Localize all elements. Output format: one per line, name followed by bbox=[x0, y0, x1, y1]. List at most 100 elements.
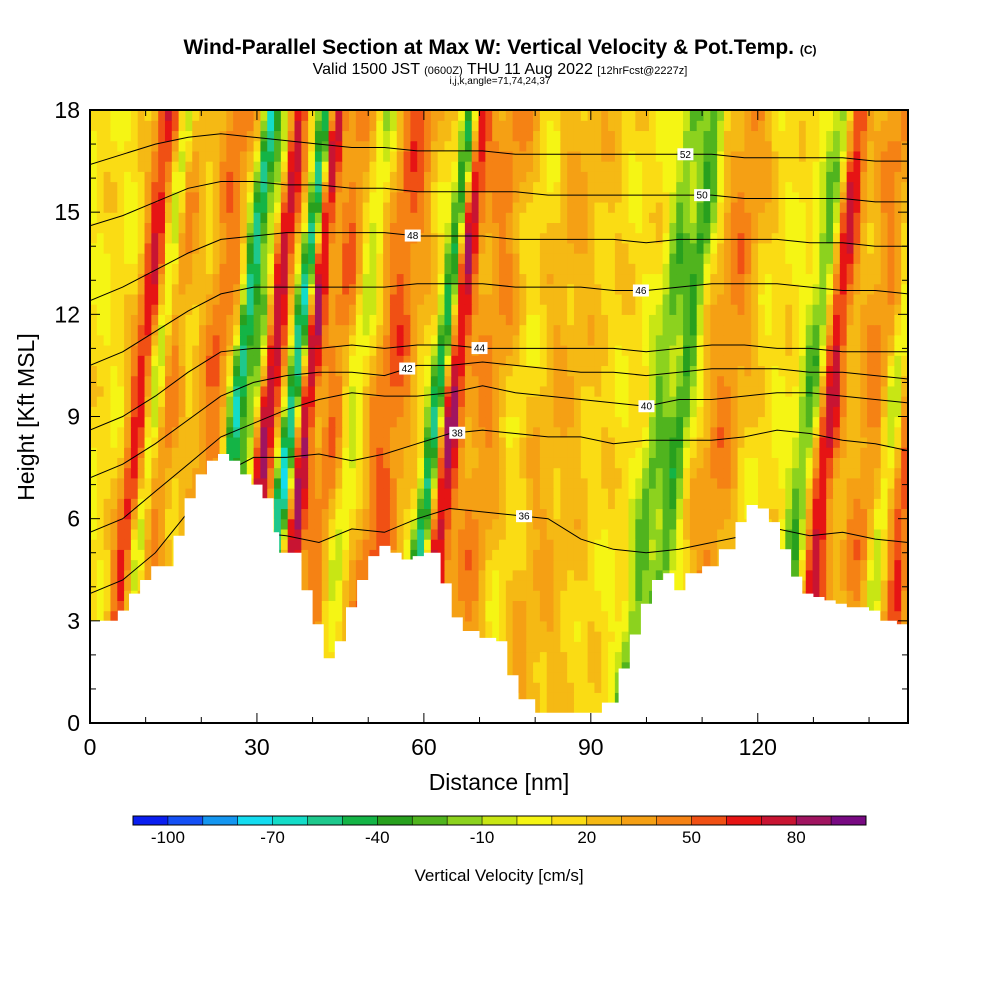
velocity-cell bbox=[212, 447, 221, 458]
velocity-cell bbox=[389, 324, 398, 336]
velocity-cell bbox=[723, 436, 732, 448]
velocity-cell bbox=[444, 549, 452, 561]
velocity-cell bbox=[110, 426, 118, 438]
velocity-cell bbox=[792, 385, 800, 397]
velocity-cell bbox=[96, 539, 105, 550]
velocity-cell bbox=[539, 314, 548, 326]
velocity-cell bbox=[683, 488, 691, 499]
velocity-cell bbox=[437, 528, 446, 540]
velocity-cell bbox=[573, 569, 582, 581]
velocity-cell bbox=[614, 651, 623, 663]
velocity-cell bbox=[580, 416, 589, 428]
velocity-cell bbox=[117, 447, 125, 458]
velocity-cell bbox=[130, 549, 139, 561]
velocity-cell bbox=[628, 498, 636, 510]
velocity-cell bbox=[321, 365, 330, 377]
velocity-cell bbox=[103, 447, 112, 458]
velocity-cell bbox=[478, 324, 486, 336]
velocity-cell bbox=[587, 620, 596, 632]
velocity-cell bbox=[669, 518, 677, 530]
velocity-cell bbox=[424, 324, 432, 336]
velocity-cell bbox=[417, 447, 425, 458]
velocity-cell bbox=[546, 365, 555, 377]
velocity-cell bbox=[171, 334, 180, 346]
velocity-cell bbox=[546, 447, 555, 458]
velocity-cell bbox=[839, 324, 848, 336]
velocity-cell bbox=[846, 324, 855, 336]
velocity-cell bbox=[628, 539, 636, 550]
velocity-cell bbox=[376, 355, 384, 367]
velocity-cell bbox=[655, 416, 664, 428]
velocity-cell bbox=[158, 396, 166, 407]
velocity-cell bbox=[533, 436, 541, 448]
velocity-cell bbox=[117, 467, 125, 479]
velocity-cell bbox=[342, 539, 350, 550]
velocity-cell bbox=[355, 559, 364, 571]
velocity-cell bbox=[144, 447, 152, 458]
velocity-cell bbox=[839, 426, 848, 438]
velocity-cell bbox=[451, 539, 459, 550]
velocity-cell bbox=[628, 324, 636, 336]
velocity-cell bbox=[287, 416, 296, 428]
velocity-cell bbox=[158, 416, 166, 428]
velocity-cell bbox=[376, 508, 384, 520]
velocity-cell bbox=[798, 334, 807, 346]
velocity-cell bbox=[130, 293, 139, 305]
velocity-cell bbox=[751, 488, 759, 499]
velocity-cell bbox=[594, 344, 602, 356]
velocity-cell bbox=[410, 314, 418, 326]
velocity-cell bbox=[560, 426, 568, 438]
velocity-cell bbox=[785, 518, 793, 530]
velocity-cell bbox=[280, 447, 289, 458]
velocity-cell bbox=[328, 293, 336, 305]
velocity-cell bbox=[894, 488, 902, 499]
velocity-cell bbox=[696, 528, 705, 540]
velocity-cell bbox=[867, 334, 875, 346]
velocity-cell bbox=[464, 436, 473, 448]
velocity-cell bbox=[758, 396, 766, 407]
velocity-cell bbox=[410, 304, 418, 315]
velocity-cell bbox=[301, 365, 309, 377]
velocity-cell bbox=[512, 293, 521, 305]
velocity-cell bbox=[696, 344, 705, 356]
velocity-cell bbox=[253, 293, 262, 305]
velocity-cell bbox=[614, 692, 623, 704]
velocity-cell bbox=[880, 457, 889, 469]
velocity-cell bbox=[608, 528, 616, 540]
velocity-cell bbox=[499, 344, 507, 356]
velocity-cell bbox=[96, 528, 105, 540]
velocity-cell bbox=[873, 365, 882, 377]
velocity-cell bbox=[171, 304, 180, 315]
velocity-cell bbox=[376, 375, 384, 387]
velocity-cell bbox=[560, 508, 568, 520]
velocity-cell bbox=[355, 508, 364, 520]
velocity-cell bbox=[621, 610, 630, 622]
velocity-cell bbox=[751, 355, 759, 367]
velocity-cell bbox=[853, 406, 861, 418]
velocity-cell bbox=[110, 528, 118, 540]
velocity-cell bbox=[567, 436, 575, 448]
velocity-cell bbox=[880, 416, 889, 428]
velocity-cell bbox=[553, 375, 561, 387]
velocity-cell bbox=[894, 355, 902, 367]
velocity-cell bbox=[608, 365, 616, 377]
velocity-cell bbox=[839, 590, 848, 601]
velocity-cell bbox=[676, 406, 684, 418]
velocity-cell bbox=[205, 304, 214, 315]
velocity-cell bbox=[117, 508, 125, 520]
velocity-cell bbox=[826, 447, 834, 458]
velocity-cell bbox=[355, 549, 364, 561]
velocity-cell bbox=[499, 375, 507, 387]
velocity-cell bbox=[873, 436, 882, 448]
velocity-cell bbox=[587, 385, 596, 397]
velocity-cell bbox=[737, 365, 745, 377]
velocity-cell bbox=[253, 355, 262, 367]
velocity-cell bbox=[614, 314, 623, 326]
velocity-cell bbox=[587, 396, 596, 407]
velocity-cell bbox=[437, 334, 446, 346]
velocity-cell bbox=[526, 682, 534, 693]
chart-subtitle: Valid 1500 JST (0600Z) THU 11 Aug 2022 [… bbox=[0, 61, 1000, 79]
velocity-cell bbox=[239, 385, 248, 397]
velocity-cell bbox=[403, 385, 411, 397]
velocity-cell bbox=[553, 539, 561, 550]
